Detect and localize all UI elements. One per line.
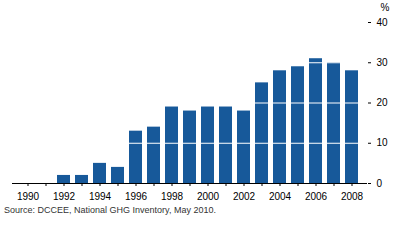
svg-text:0: 0 [377,178,383,189]
html-text:Source: DCCEE, National GHG In: Source: DCCEE, National GHG Inventory, M… [4,205,216,215]
svg-text:1990: 1990 [17,191,40,202]
svg-text:2002: 2002 [233,191,256,202]
svg-text:20: 20 [377,97,389,108]
svg-text:%: % [381,2,390,13]
svg-text:1992: 1992 [53,191,76,202]
svg-text:1996: 1996 [125,191,148,202]
svg-text:2006: 2006 [305,191,328,202]
svg-text:40: 40 [377,17,389,28]
svg-text:10: 10 [377,137,389,148]
svg-text:2004: 2004 [269,191,292,202]
svg-text:2008: 2008 [341,191,364,202]
svg-text:2000: 2000 [197,191,220,202]
svg-text:1994: 1994 [89,191,112,202]
svg-text:30: 30 [377,57,389,68]
svg-text:1998: 1998 [161,191,184,202]
